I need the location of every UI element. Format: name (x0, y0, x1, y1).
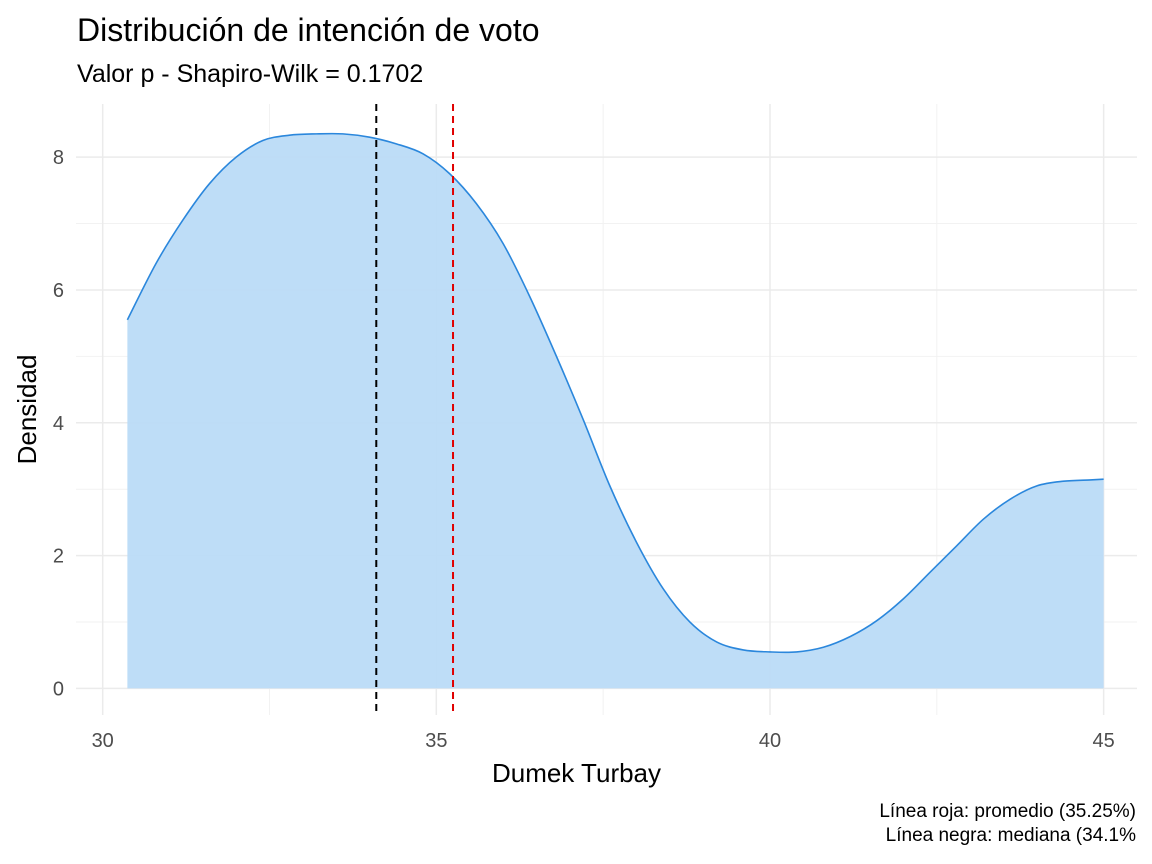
x-tick-label: 30 (92, 730, 114, 752)
y-axis-ticks: 0 2 4 6 8 (53, 147, 64, 700)
caption-median: Línea negra: mediana (34.1% (885, 825, 1136, 846)
chart-title: Distribución de intención de voto (77, 12, 540, 48)
y-tick-label: 4 (53, 413, 64, 435)
chart-subtitle: Valor p - Shapiro-Wilk = 0.1702 (77, 60, 424, 88)
x-tick-label: 40 (759, 730, 781, 752)
caption-mean: Línea roja: promedio (35.25%) (879, 801, 1136, 822)
x-axis-ticks: 30 35 40 45 (92, 730, 1115, 752)
y-axis-label: Densidad (12, 355, 42, 465)
x-tick-label: 45 (1093, 730, 1115, 752)
y-tick-label: 0 (53, 678, 64, 700)
density-area (127, 133, 1104, 689)
density-curve (126, 132, 1104, 654)
y-tick-label: 6 (53, 280, 64, 302)
x-tick-label: 35 (425, 730, 447, 752)
density-area-layer (126, 132, 1104, 689)
reference-lines (375, 104, 455, 715)
y-tick-label: 8 (53, 147, 64, 169)
x-axis-label: Dumek Turbay (492, 758, 661, 788)
y-tick-label: 2 (53, 546, 64, 568)
